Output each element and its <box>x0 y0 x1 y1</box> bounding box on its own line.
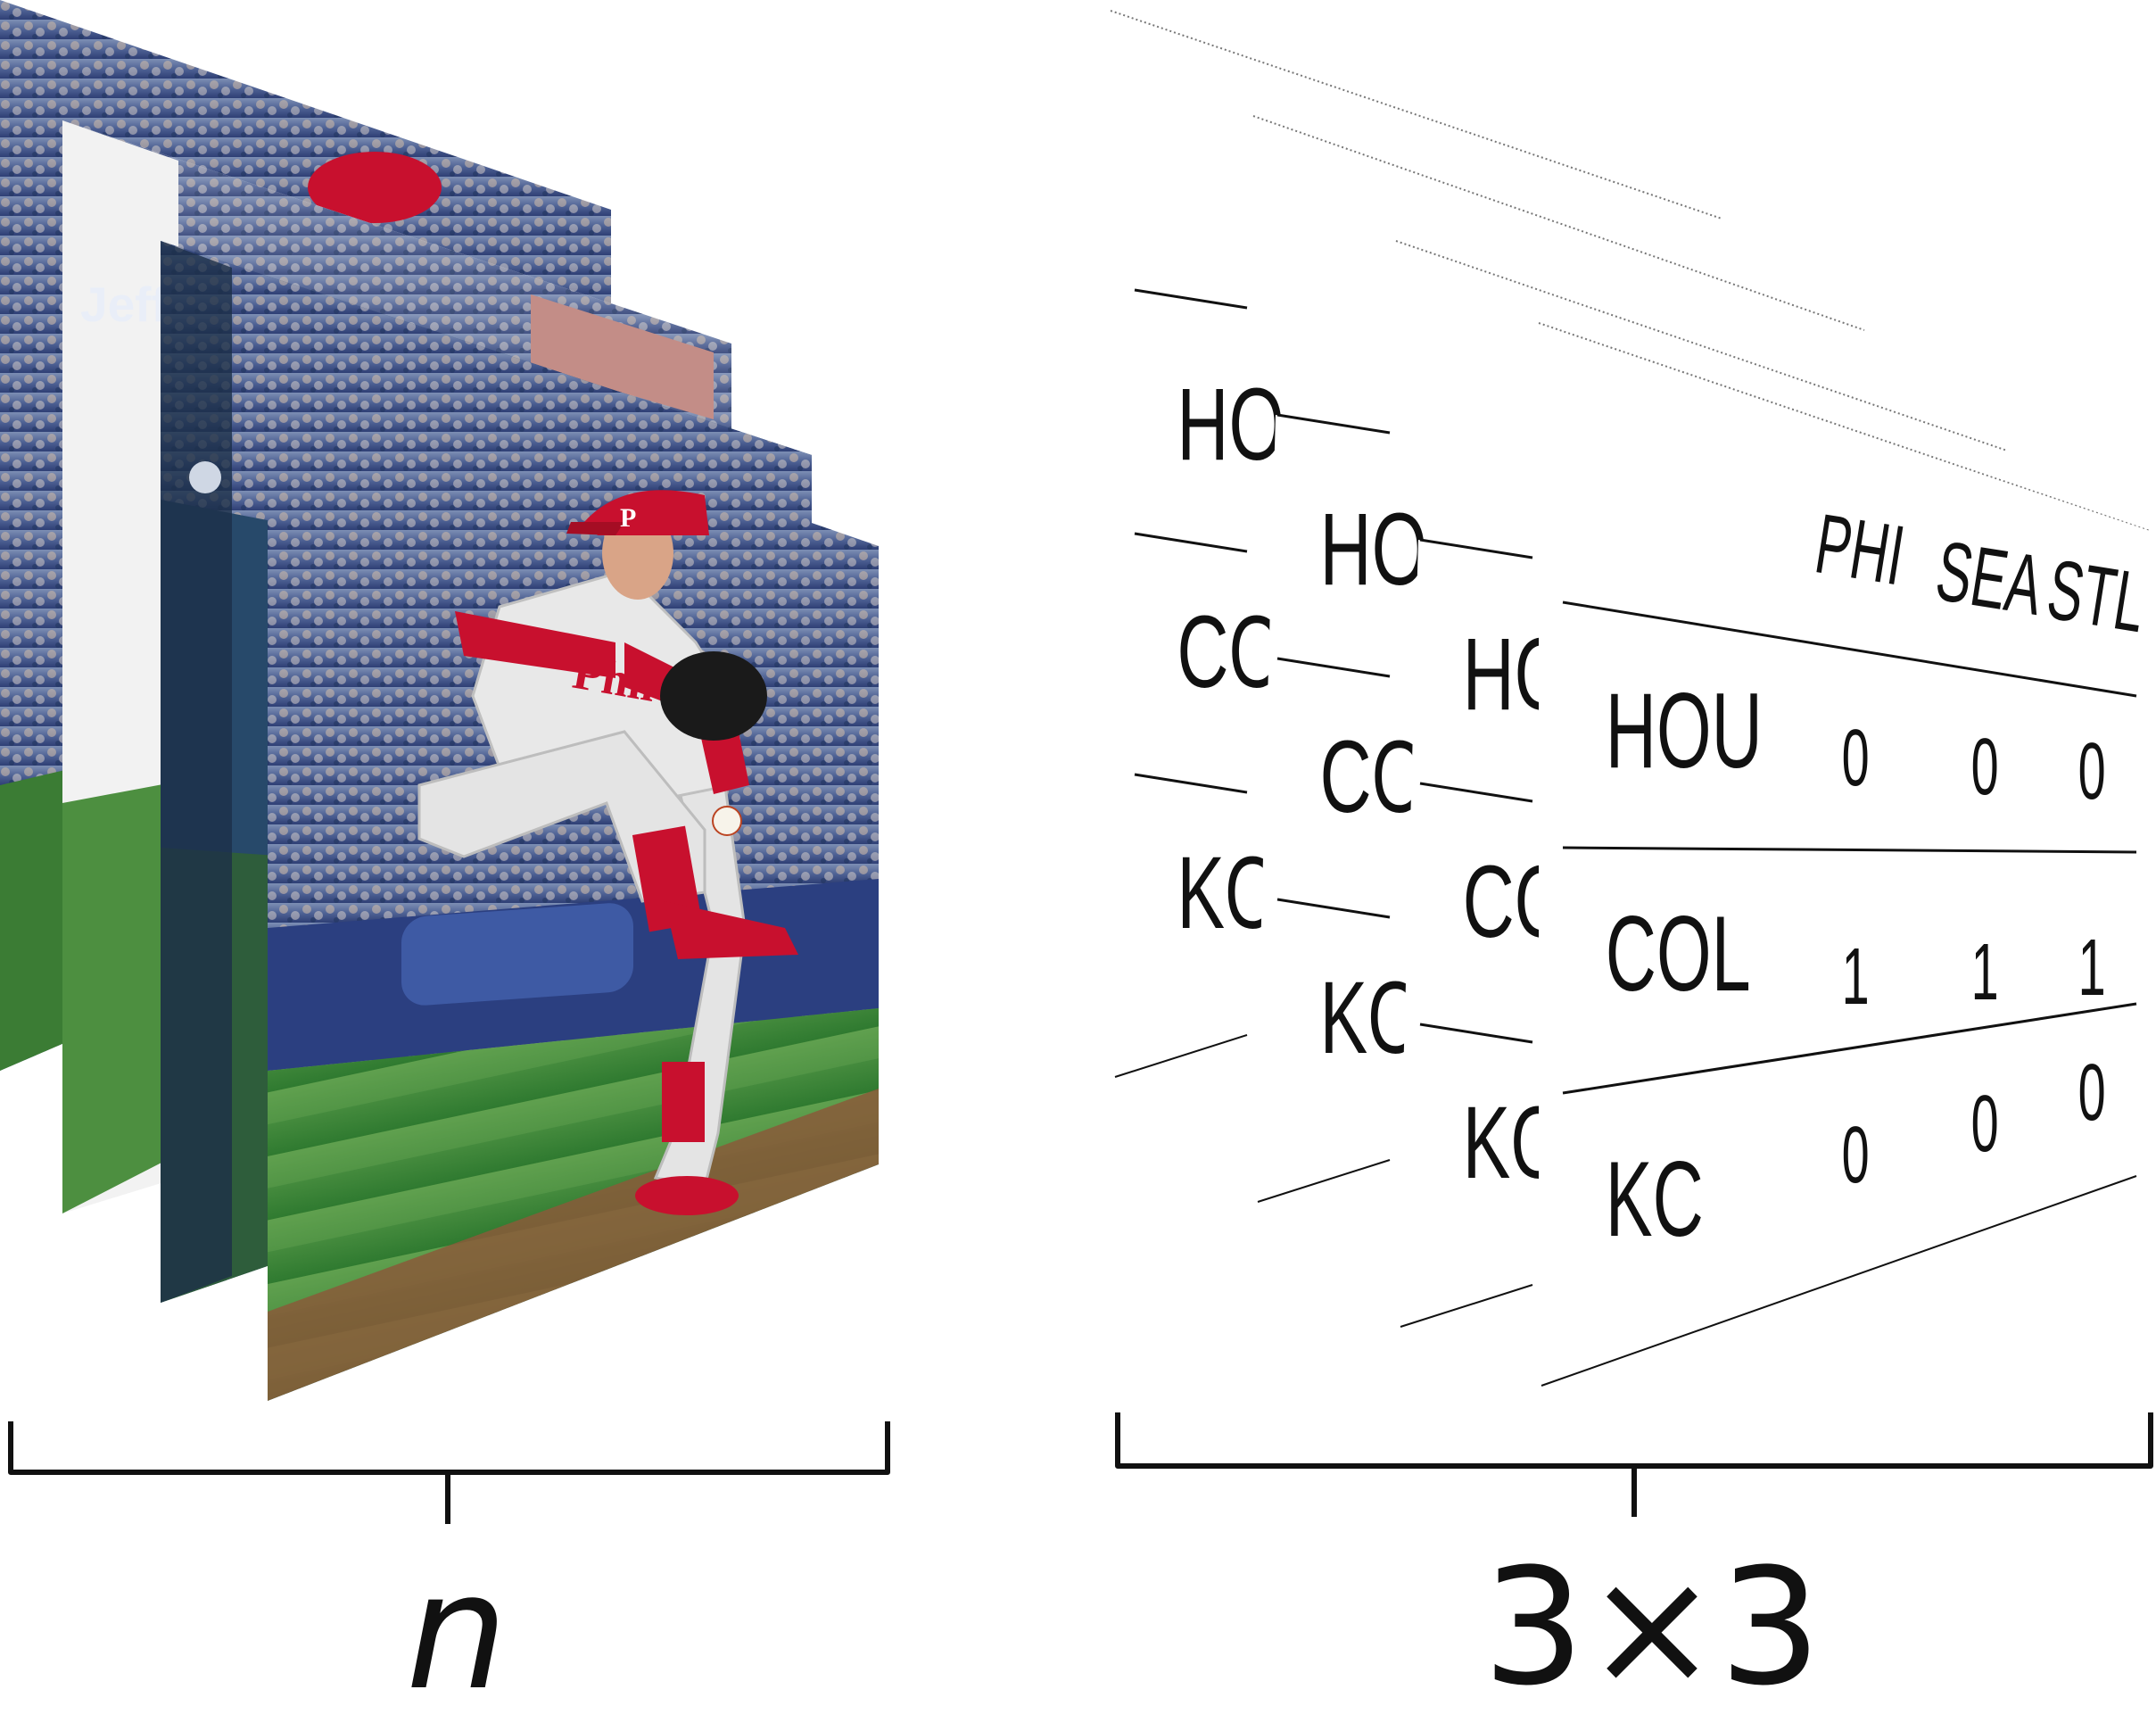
row-label: KC <box>1606 1139 1704 1259</box>
column-header: PHI <box>1809 495 1911 603</box>
label-3x3: 3×3 <box>1483 1535 1821 1721</box>
cell-value: 0 <box>1842 712 1870 802</box>
row-divider <box>1134 532 1248 553</box>
cell-value: 1 <box>1842 931 1870 1021</box>
card-bottom-edge <box>1400 1284 1533 1328</box>
column-header: STL <box>2042 541 2152 650</box>
svg-text:P: P <box>620 503 636 533</box>
row-divider <box>1134 773 1248 794</box>
row-divider <box>1134 288 1248 310</box>
card-bottom-edge <box>1541 1175 2137 1387</box>
label-n: n <box>406 1539 508 1726</box>
row-label: HOU <box>1606 670 1763 791</box>
row-divider <box>1276 898 1391 919</box>
photo-stack: Jeff <box>0 0 879 1401</box>
pitcher-figure: Phil <box>417 490 798 1215</box>
header-rule <box>1562 600 2137 698</box>
column-header: SEA <box>1930 522 2049 633</box>
row-divider <box>1276 657 1391 678</box>
back-card-row-label: CO <box>1177 595 1285 710</box>
cell-value: 1 <box>2078 922 2106 1012</box>
cell-value: 0 <box>2078 725 2106 816</box>
row-rule <box>1562 846 2137 854</box>
card-bottom-edge <box>1114 1034 1248 1078</box>
row-divider <box>1419 1023 1533 1044</box>
row-divider <box>1276 413 1391 435</box>
svg-text:Jeff: Jeff <box>80 277 168 332</box>
cell-value: 0 <box>1842 1109 1870 1199</box>
cell-value: 0 <box>1971 1078 1999 1168</box>
row-label: COL <box>1606 893 1751 1014</box>
brace-right <box>1115 1412 2153 1517</box>
row-rule <box>1562 1002 2137 1095</box>
back-card-row-label: HO <box>1319 493 1427 608</box>
cell-value: 0 <box>1971 721 1999 811</box>
back-card-row-label: HO <box>1177 368 1285 483</box>
row-divider <box>1419 782 1533 803</box>
back-card-row-label: CO <box>1319 720 1427 835</box>
card-bottom-edge <box>1257 1159 1391 1203</box>
cell-value: 0 <box>2078 1047 2106 1137</box>
row-divider <box>1419 538 1533 559</box>
cell-value: 1 <box>1971 926 1999 1016</box>
brace-left <box>8 1421 890 1524</box>
photo-card-1: Phil <box>268 335 879 1401</box>
